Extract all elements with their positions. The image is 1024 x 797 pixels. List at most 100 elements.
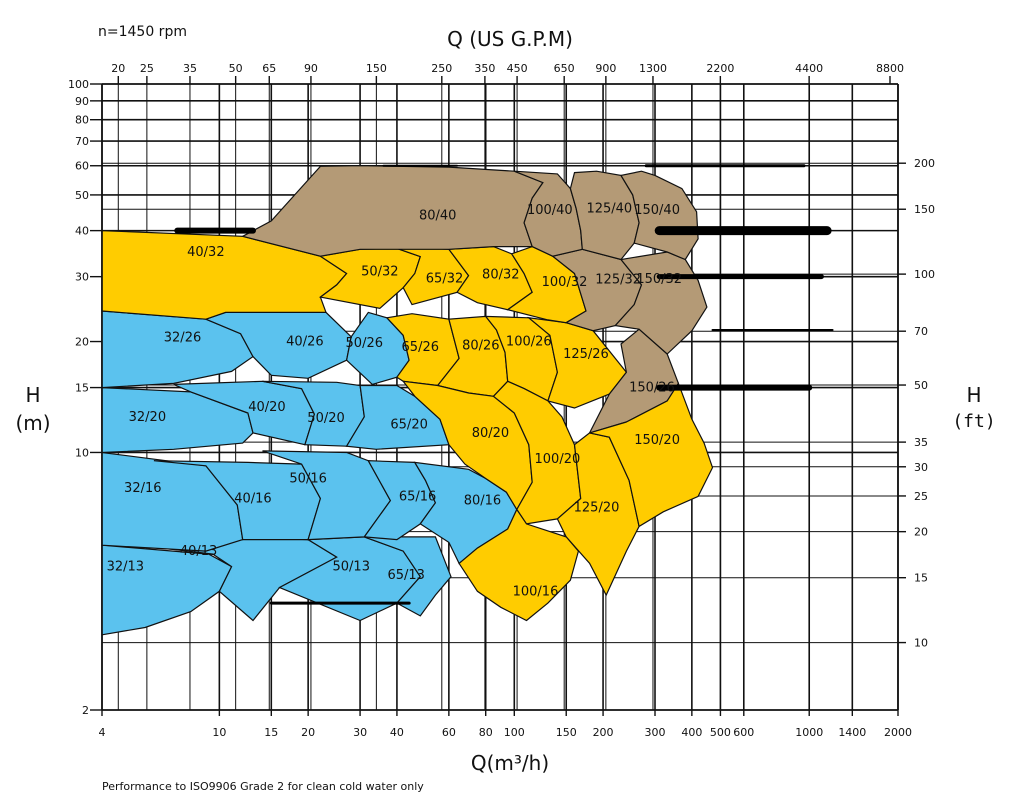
x-tick-label-top: 650 xyxy=(554,62,575,75)
x-tick-label-top: 250 xyxy=(431,62,452,75)
y-tick-label-right: 100 xyxy=(914,268,935,281)
region-label-65-13: 65/13 xyxy=(387,568,424,583)
footnote: Performance to ISO9906 Grade 2 for clean… xyxy=(102,780,424,793)
region-label-150-20: 150/20 xyxy=(634,433,680,448)
x-tick-label-top: 350 xyxy=(474,62,495,75)
x-tick-label-bottom: 600 xyxy=(733,726,754,739)
y-tick-label-left: 70 xyxy=(75,135,89,148)
y-tick-label-left: 10 xyxy=(75,446,89,459)
x-tick-label-bottom: 1000 xyxy=(795,726,823,739)
region-label-65-20: 65/20 xyxy=(390,418,427,433)
region-label-40-16: 40/16 xyxy=(234,491,271,506)
x-tick-label-top: 65 xyxy=(262,62,276,75)
x-tick-label-bottom: 2000 xyxy=(884,726,912,739)
region-label-150-32: 150/32 xyxy=(636,272,682,287)
x-tick-label-top: 1300 xyxy=(639,62,667,75)
x-title-top: Q (US G.P.M) xyxy=(447,27,573,51)
region-label-150-40: 150/40 xyxy=(634,203,680,218)
region-label-65-26: 65/26 xyxy=(402,340,439,355)
region-label-50-32: 50/32 xyxy=(361,264,398,279)
region-label-125-32: 125/32 xyxy=(595,272,641,287)
region-label-125-26: 125/26 xyxy=(563,347,609,362)
region-label-50-16: 50/16 xyxy=(289,471,326,486)
region-label-100-20: 100/20 xyxy=(535,452,581,467)
x-tick-label-bottom: 10 xyxy=(212,726,226,739)
x-tick-label-bottom: 200 xyxy=(593,726,614,739)
region-labels: 32/13 40/13 50/13 65/13 32/16 40/16 50/16 65/16… xyxy=(107,201,682,599)
region-label-100-16: 100/16 xyxy=(513,584,559,599)
region-label-65-32: 65/32 xyxy=(426,271,463,286)
region-label-40-13: 40/13 xyxy=(180,544,217,559)
region-label-100-40: 100/40 xyxy=(527,203,573,218)
pump-regions xyxy=(101,165,714,636)
y-tick-label-right: 50 xyxy=(914,379,928,392)
x-title-bottom: Q(m³/h) xyxy=(471,751,549,775)
y-tick-label-right: 15 xyxy=(914,572,928,585)
y-tick-label-right: 10 xyxy=(914,637,928,650)
x-tick-label-bottom: 60 xyxy=(442,726,456,739)
region-label-40-20: 40/20 xyxy=(248,400,285,415)
region-label-40-32: 40/32 xyxy=(187,245,224,260)
x-tick-label-top: 2200 xyxy=(706,62,734,75)
x-tick-label-top: 35 xyxy=(183,62,197,75)
region-label-40-26: 40/26 xyxy=(286,335,323,350)
y-title-left-h: H xyxy=(25,383,40,407)
region-label-32-20: 32/20 xyxy=(129,410,166,425)
region-100-16 xyxy=(458,508,580,622)
region-label-80-26: 80/26 xyxy=(462,339,499,354)
y-tick-label-left: 50 xyxy=(75,189,89,202)
x-tick-label-top: 50 xyxy=(229,62,243,75)
region-label-32-26: 32/26 xyxy=(164,331,201,346)
x-tick-label-bottom: 300 xyxy=(645,726,666,739)
y-title-right-h: H xyxy=(966,383,981,407)
x-tick-label-bottom: 400 xyxy=(681,726,702,739)
x-tick-label-top: 450 xyxy=(507,62,528,75)
range-bars xyxy=(174,164,834,605)
region-label-50-13: 50/13 xyxy=(333,560,370,575)
region-label-80-32: 80/32 xyxy=(482,268,519,283)
x-tick-label-bottom: 80 xyxy=(479,726,493,739)
y-tick-label-right: 20 xyxy=(914,526,928,539)
region-150-40 xyxy=(620,170,699,261)
y-tick-label-left: 2 xyxy=(82,704,89,717)
region-label-100-26: 100/26 xyxy=(506,335,552,350)
y-tick-label-left: 80 xyxy=(75,114,89,127)
y-tick-label-right: 25 xyxy=(914,490,928,503)
region-100-40 xyxy=(514,170,583,257)
x-tick-label-bottom: 500 xyxy=(710,726,731,739)
region-150-20 xyxy=(589,382,714,528)
x-tick-label-top: 20 xyxy=(111,62,125,75)
x-tick-label-top: 150 xyxy=(366,62,387,75)
y-title-left-unit: (m) xyxy=(15,411,50,435)
x-tick-label-bottom: 20 xyxy=(301,726,315,739)
y-tick-label-right: 150 xyxy=(914,203,935,216)
region-label-100-32: 100/32 xyxy=(542,275,588,290)
x-tick-label-bottom: 4 xyxy=(99,726,106,739)
x-tick-label-bottom: 30 xyxy=(353,726,367,739)
x-tick-label-top: 8800 xyxy=(876,62,904,75)
y-tick-label-left: 15 xyxy=(75,382,89,395)
y-title-right-unit: (ft) xyxy=(952,411,995,432)
region-label-80-16: 80/16 xyxy=(464,494,501,509)
x-tick-label-top: 25 xyxy=(140,62,154,75)
y-tick-label-left: 40 xyxy=(75,225,89,238)
region-65-13 xyxy=(364,536,452,617)
region-label-150-26: 150/26 xyxy=(629,381,675,396)
rpm-label: n=1450 rpm xyxy=(98,24,187,40)
x-tick-label-bottom: 100 xyxy=(504,726,525,739)
x-tick-label-bottom: 15 xyxy=(264,726,278,739)
x-tick-label-bottom: 150 xyxy=(556,726,577,739)
region-label-125-20: 125/20 xyxy=(574,500,620,515)
x-tick-label-top: 4400 xyxy=(795,62,823,75)
region-label-80-20: 80/20 xyxy=(472,426,509,441)
region-label-50-26: 50/26 xyxy=(346,336,383,351)
y-tick-label-left: 90 xyxy=(75,95,89,108)
y-tick-label-right: 70 xyxy=(914,325,928,338)
y-tick-label-right: 30 xyxy=(914,461,928,474)
region-label-32-16: 32/16 xyxy=(124,481,161,496)
x-tick-label-bottom: 40 xyxy=(390,726,404,739)
region-label-50-20: 50/20 xyxy=(307,411,344,426)
y-tick-label-left: 60 xyxy=(75,160,89,173)
y-tick-label-right: 200 xyxy=(914,157,935,170)
y-tick-label-left: 100 xyxy=(68,78,89,91)
